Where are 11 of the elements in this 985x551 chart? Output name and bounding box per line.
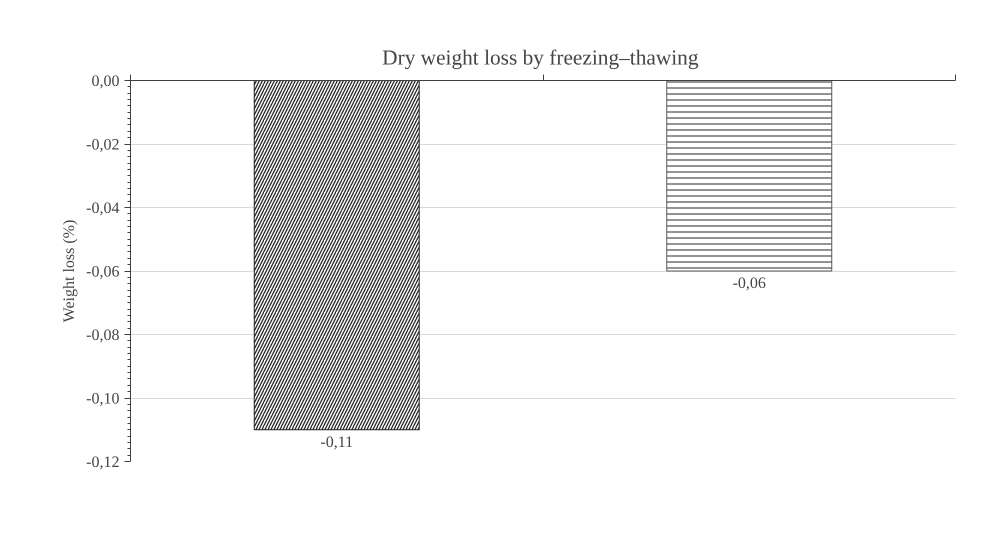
data-label: -0,11 xyxy=(320,434,354,451)
chart-title: Dry weight loss by freezing–thawing xyxy=(382,46,699,70)
y-tick-label: -0,08 xyxy=(86,327,120,344)
y-axis-title: Weight loss (%) xyxy=(61,220,78,322)
y-tick-label: -0,12 xyxy=(86,454,120,471)
data-label: -0,06 xyxy=(732,275,766,292)
y-tick-label: 0,00 xyxy=(92,73,120,90)
y-tick-label: -0,02 xyxy=(86,136,120,154)
y-tick-label: -0,04 xyxy=(86,200,120,217)
y-tick-label: -0,06 xyxy=(86,264,120,280)
y-tick-label: -0,10 xyxy=(86,390,120,408)
